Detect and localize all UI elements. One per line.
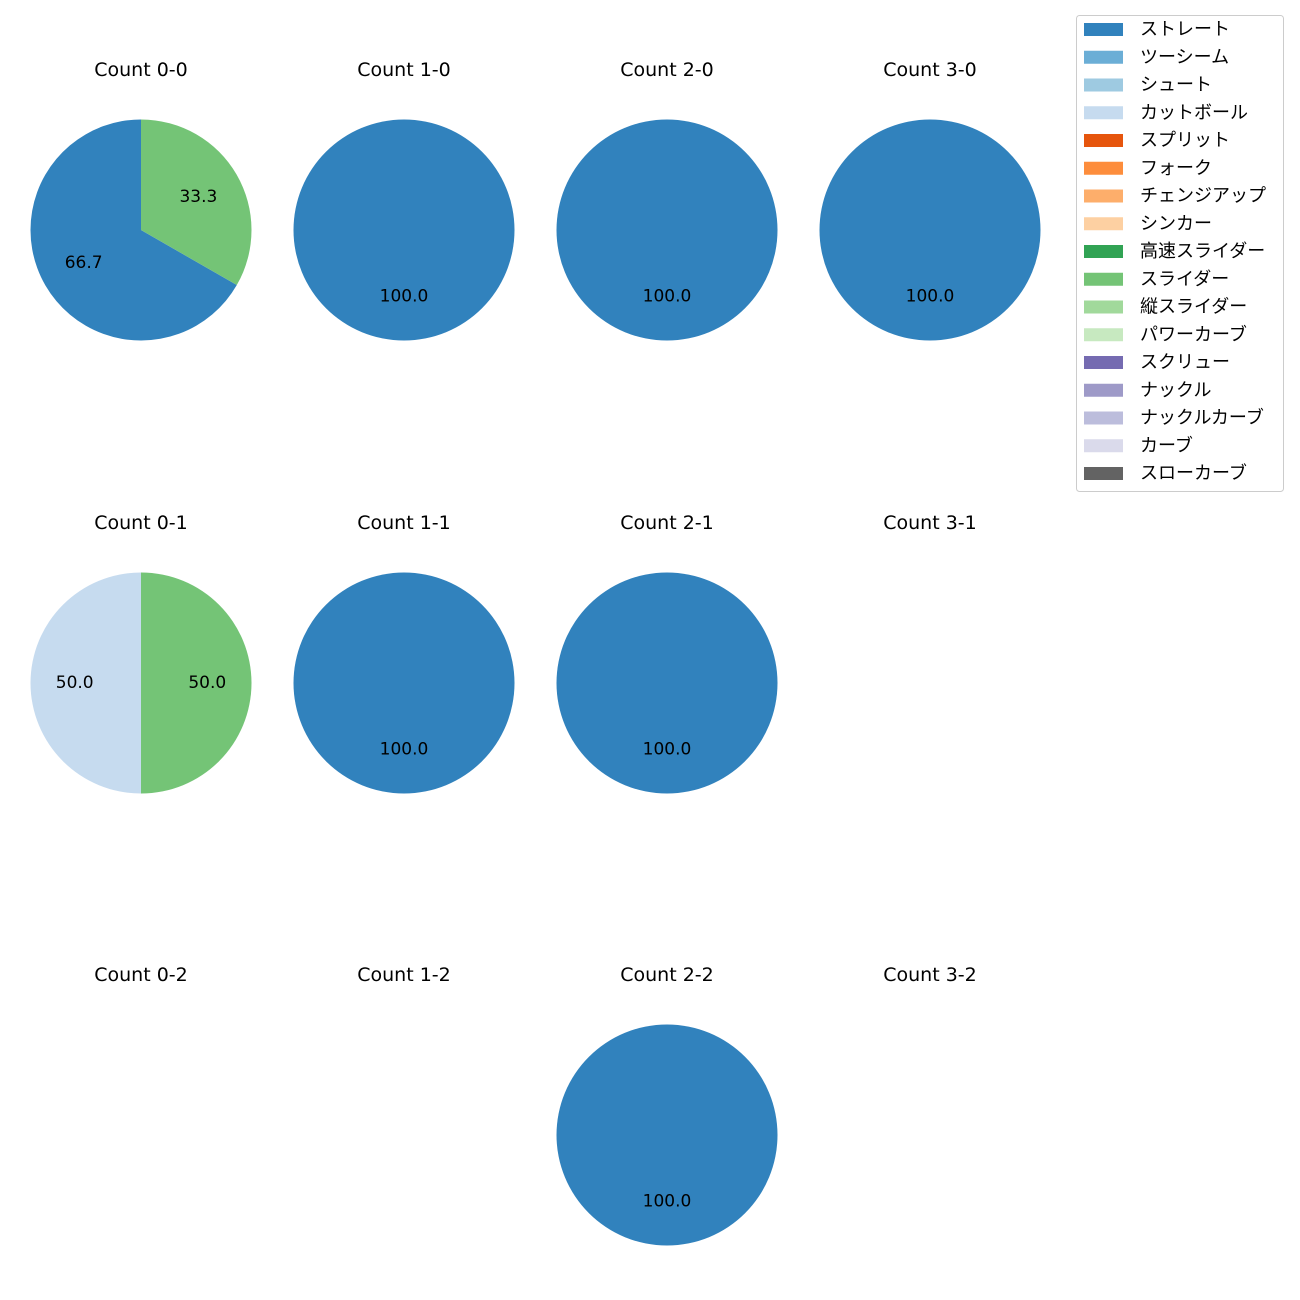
pie-slice <box>30 119 237 341</box>
slice-percent-label: 100.0 <box>380 739 429 759</box>
chart-title: Count 2-0 <box>620 59 714 81</box>
pie-chart: Count 3-2 <box>883 964 977 986</box>
slice-percent-label: 100.0 <box>643 286 692 306</box>
legend-swatch <box>1084 383 1123 397</box>
legend-swatch <box>1084 411 1123 425</box>
chart-title: Count 2-2 <box>620 964 714 986</box>
pie-chart: Count 2-2 100.0 <box>556 964 778 1246</box>
legend-item: ナックルカーブ <box>1084 407 1264 429</box>
pie-slice <box>141 119 252 286</box>
legend-label: ストレート <box>1140 19 1230 40</box>
legend-item: スクリュー <box>1084 352 1230 373</box>
legend-label: シュート <box>1140 75 1212 96</box>
slice-percent-label: 100.0 <box>906 286 955 306</box>
legend-label: ナックル <box>1140 380 1211 401</box>
legend-swatch <box>1084 78 1123 92</box>
pie-chart: Count 3-0 100.0 <box>819 59 1041 341</box>
chart-title: Count 2-1 <box>620 512 714 534</box>
legend-item: スローカーブ <box>1084 462 1247 484</box>
chart-title: Count 0-2 <box>94 964 188 986</box>
pie-chart: Count 1-2 <box>357 964 451 986</box>
chart-title: Count 3-1 <box>883 512 977 534</box>
pie-slice <box>141 572 252 794</box>
legend-swatch <box>1084 50 1123 64</box>
pie-chart: Count 1-0 100.0 <box>293 59 515 341</box>
legend-item: シュート <box>1084 75 1212 96</box>
slice-percent-label: 50.0 <box>56 673 94 693</box>
legend-swatch <box>1084 356 1123 369</box>
legend-swatch <box>1084 189 1123 203</box>
chart-title: Count 1-2 <box>357 964 451 986</box>
legend-swatch <box>1084 23 1123 36</box>
chart-title: Count 0-1 <box>94 512 188 534</box>
legend-item: チェンジアップ <box>1084 186 1266 207</box>
legend-item: フォーク <box>1084 158 1212 179</box>
legend-label: カットボール <box>1140 102 1248 123</box>
pie-chart: Count 2-1 100.0 <box>556 512 778 794</box>
pie-slice <box>556 572 778 794</box>
legend-label: パワーカーブ <box>1140 323 1247 345</box>
legend-label: スライダー <box>1140 269 1229 290</box>
legend-item: ナックル <box>1084 380 1211 401</box>
legend-swatch <box>1084 106 1123 120</box>
chart-title: Count 0-0 <box>94 59 188 81</box>
legend-swatch <box>1084 328 1123 342</box>
legend-swatch <box>1084 161 1123 175</box>
legend-item: パワーカーブ <box>1084 323 1247 345</box>
legend-label: 高速スライダー <box>1140 241 1265 262</box>
pie-slice <box>819 119 1041 341</box>
legend-label: スローカーブ <box>1140 462 1247 484</box>
pie-chart: Count 0-2 <box>94 964 188 986</box>
legend-label: ナックルカーブ <box>1140 407 1264 429</box>
pie-chart: Count 1-1 100.0 <box>293 512 515 794</box>
slice-percent-label: 100.0 <box>643 1191 692 1211</box>
pie-slice <box>293 119 515 341</box>
legend-label: フォーク <box>1140 158 1212 179</box>
legend-swatch <box>1084 272 1123 286</box>
pie-chart: Count 3-1 <box>883 512 977 534</box>
legend-item: 高速スライダー <box>1084 241 1265 262</box>
legend-label: 縦スライダー <box>1140 297 1247 318</box>
legend-item: カーブ <box>1084 434 1193 456</box>
legend-label: ツーシーム <box>1140 47 1229 68</box>
legend-swatch <box>1084 439 1123 453</box>
legend: ストレートツーシームシュートカットボールスプリットフォークチェンジアップシンカー… <box>1076 15 1284 492</box>
legend-swatch <box>1084 245 1123 258</box>
slice-percent-label: 100.0 <box>643 739 692 759</box>
legend-item: 縦スライダー <box>1084 297 1247 318</box>
legend-item: スプリット <box>1084 130 1230 151</box>
legend-label: スプリット <box>1140 130 1230 151</box>
slice-percent-label: 66.7 <box>65 253 103 273</box>
legend-frame <box>1076 15 1284 492</box>
legend-item: ツーシーム <box>1084 47 1229 68</box>
slice-percent-label: 50.0 <box>188 673 226 693</box>
pie-slice <box>556 1024 778 1246</box>
pie-slice <box>30 572 142 794</box>
legend-swatch <box>1084 467 1123 480</box>
pie-slice <box>556 119 778 341</box>
slice-percent-label: 33.3 <box>179 187 217 207</box>
pie-chart: Count 0-0 66.7 33.3 <box>30 59 252 341</box>
chart-title: Count 3-0 <box>883 59 977 81</box>
chart-title: Count 1-1 <box>357 512 451 534</box>
legend-label: カーブ <box>1140 434 1193 456</box>
pie-chart: Count 0-1 50.0 50.0 <box>30 512 252 794</box>
legend-item: スライダー <box>1084 269 1229 290</box>
legend-label: チェンジアップ <box>1140 186 1266 207</box>
legend-item: カットボール <box>1084 102 1248 123</box>
legend-swatch <box>1084 134 1123 147</box>
legend-swatch <box>1084 300 1123 314</box>
slice-percent-label: 100.0 <box>380 286 429 306</box>
legend-label: スクリュー <box>1140 352 1230 373</box>
legend-label: シンカー <box>1140 213 1212 234</box>
pie-chart: Count 2-0 100.0 <box>556 59 778 341</box>
chart-title: Count 3-2 <box>883 964 977 986</box>
legend-swatch <box>1084 217 1123 231</box>
chart-title: Count 1-0 <box>357 59 451 81</box>
legend-item: シンカー <box>1084 213 1212 234</box>
pie-slice <box>293 572 515 794</box>
legend-item: ストレート <box>1084 19 1230 40</box>
